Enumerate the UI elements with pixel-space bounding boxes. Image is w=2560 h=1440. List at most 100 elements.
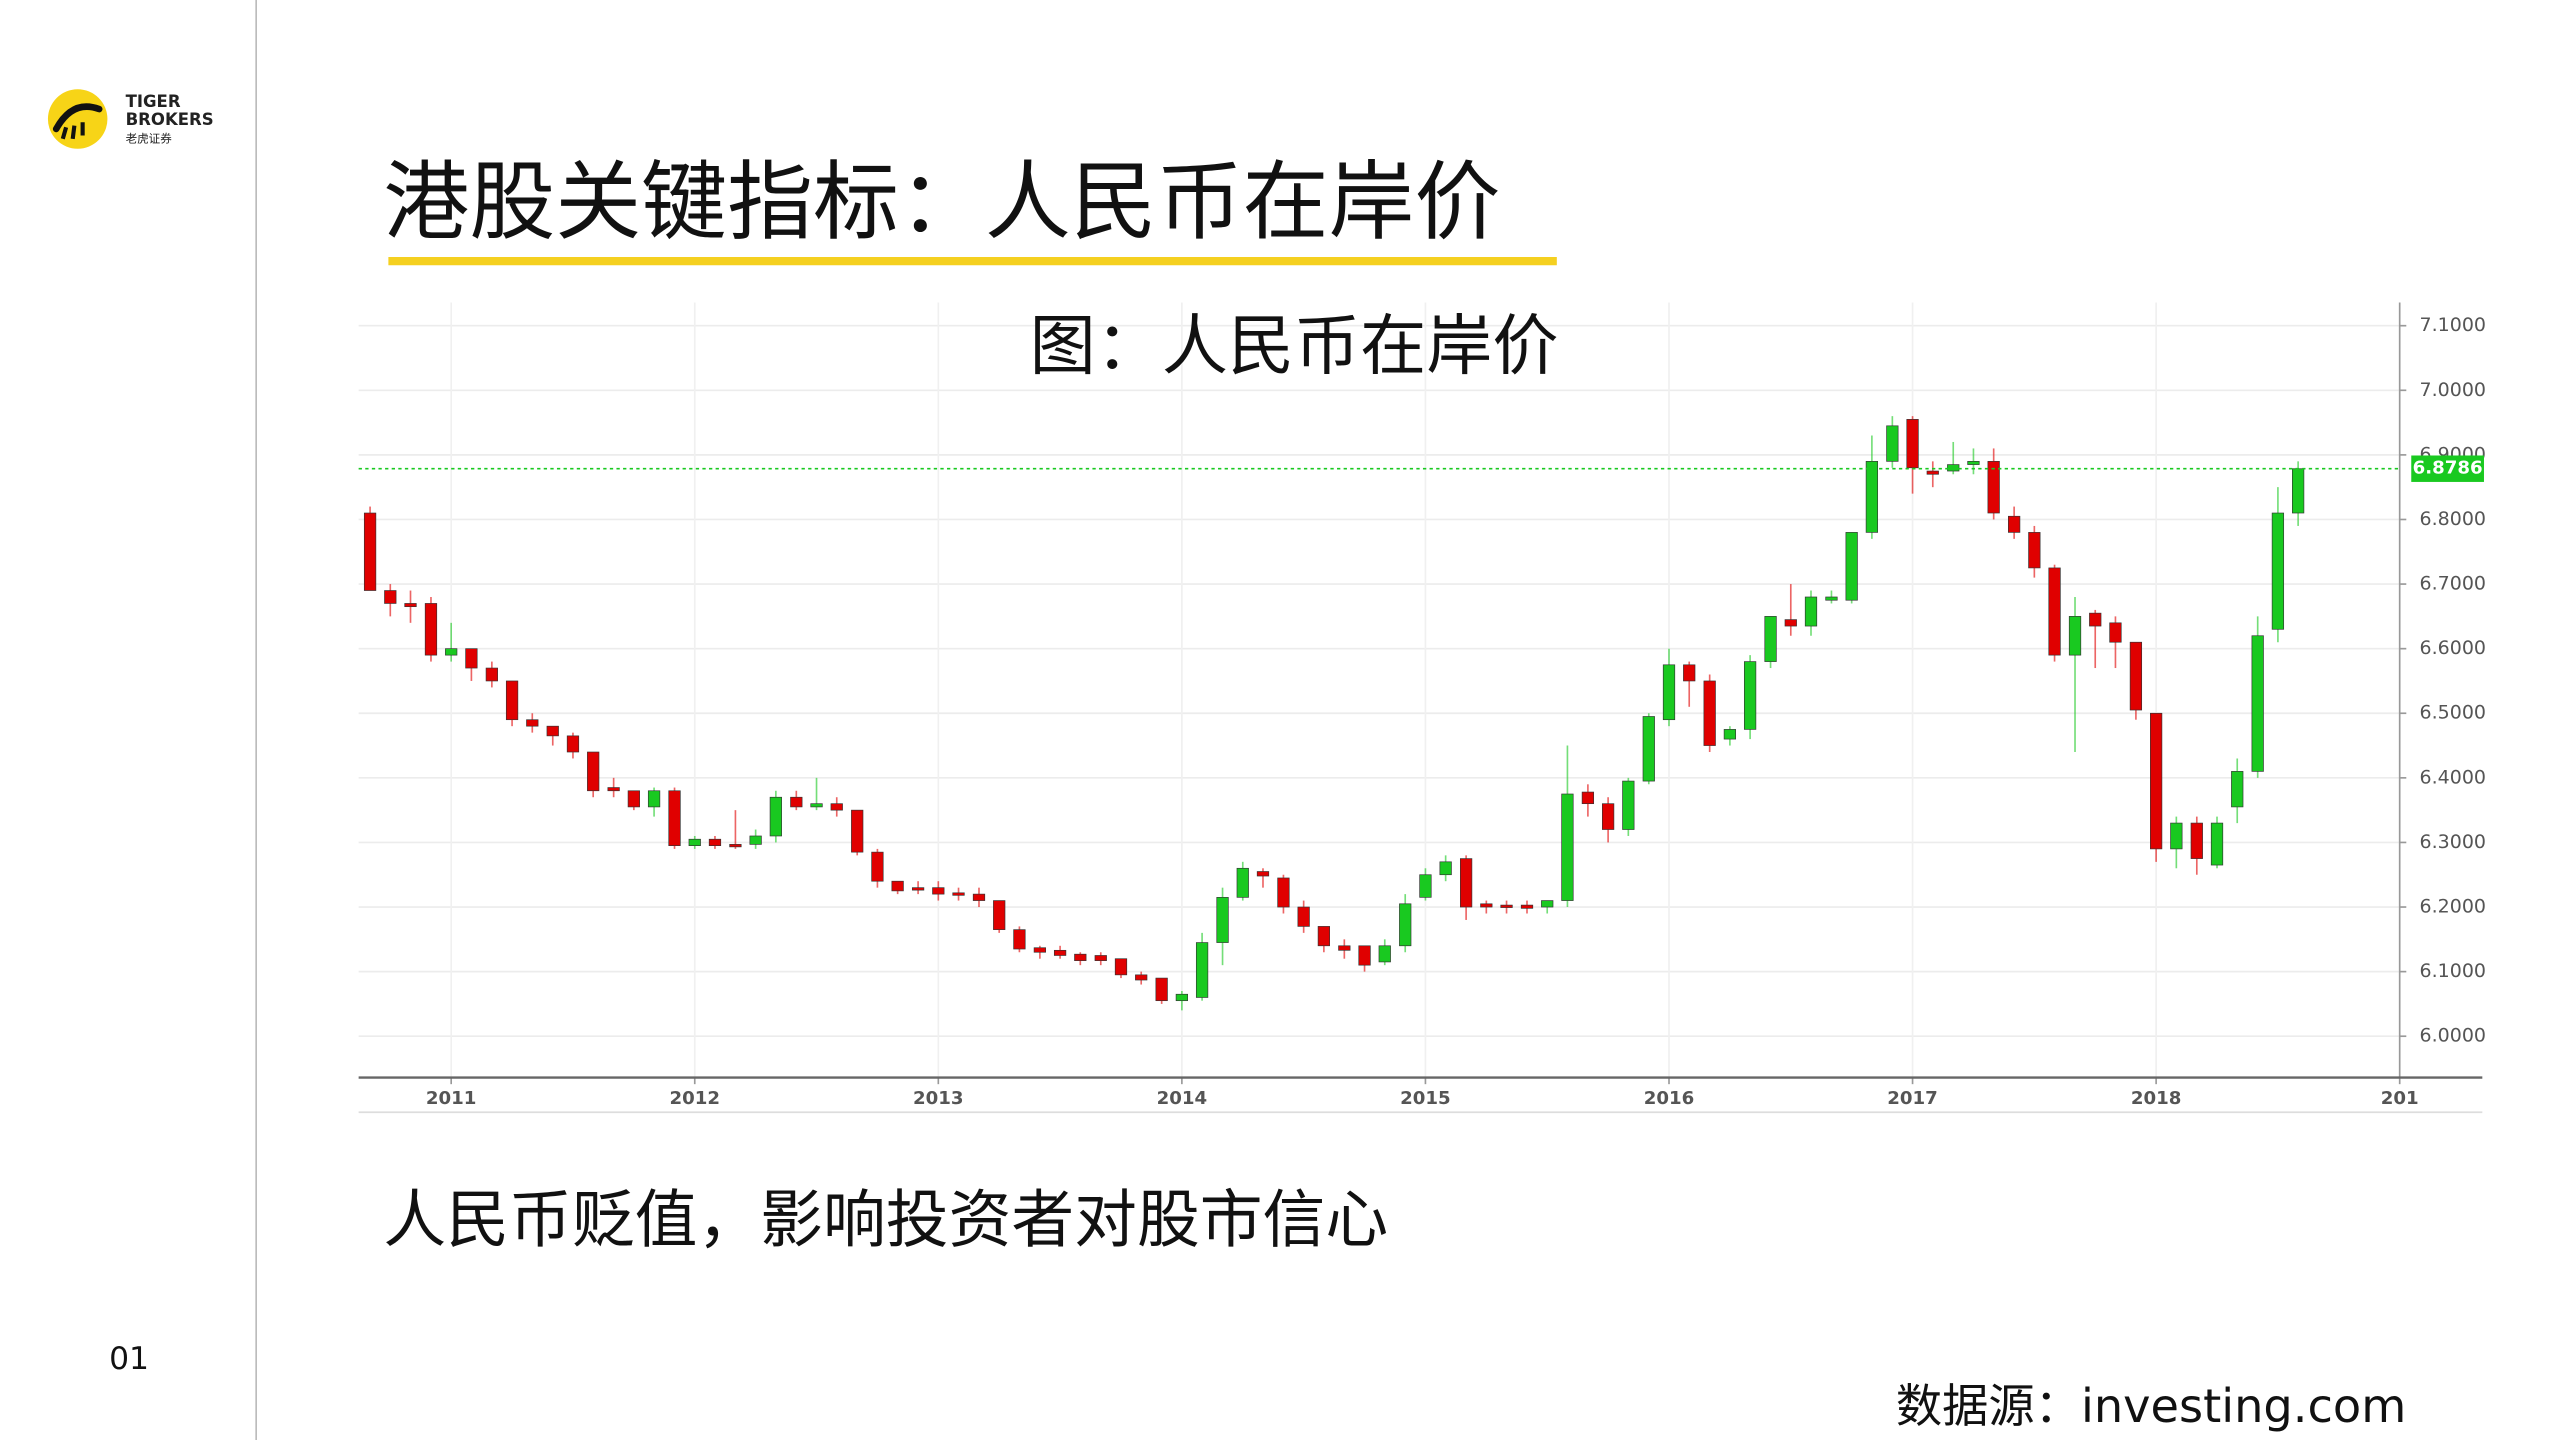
candle-body [1439,861,1452,876]
chart: 6.0000 6.1000 6.2000 6.3000 6.4000 6.5000 6.60… [358,302,2486,1114]
candle-body [404,603,417,608]
candle-body [2068,616,2082,656]
candle-body [932,887,945,895]
candle-body [2048,567,2061,656]
last-value-box [2411,455,2484,482]
candle-body [668,790,681,847]
y-tick-label: 6.2000 [2420,896,2486,918]
candle-body [566,735,580,753]
logo-text: BROKERS [126,110,214,129]
logo-icon [47,89,108,149]
candle-body [1906,419,1919,469]
candle-body [607,787,620,792]
candle-body [1216,897,1229,943]
candle-body [769,796,782,837]
candle-body [2190,822,2203,859]
candle-body [1784,619,1797,627]
candle-body [1642,716,1655,782]
candle-body [2231,771,2244,808]
candle-body [1865,461,1879,533]
candle-body [749,835,762,845]
candle-body [1926,470,1939,475]
candle-body [1419,874,1432,898]
candle-body [952,892,965,896]
candle-body [1825,596,1838,601]
y-tick-label: 6.7000 [2420,573,2486,595]
candle-body [546,725,559,737]
candle-body [2109,622,2122,643]
x-tick-label: 2017 [1887,1088,1938,1109]
candle-body [1804,596,1818,627]
candle-body [1581,791,1595,805]
candle-body [1317,926,1330,947]
candle-body [1500,904,1513,908]
logo-stripe [52,103,103,133]
candle-body [1561,793,1574,901]
candle-body [1683,664,1696,682]
candle-body [2150,712,2163,850]
candle-body [2129,641,2143,711]
x-tick-label: 2014 [1157,1088,1208,1109]
last-value-label: 6.8786 [2413,458,2483,479]
candle-body [851,809,864,853]
candle-body [587,751,600,792]
candle-body [1378,945,1391,963]
candle-body [1967,461,1980,465]
candle-body [2008,515,2021,533]
y-tick-label: 6.6000 [2420,637,2486,659]
candle-body [1338,945,1351,951]
candle-body [1195,942,1209,998]
logo-text: 老虎证券 [126,131,173,145]
candle-body [871,851,884,882]
candle-body [830,803,843,811]
candle-body [1987,461,2000,514]
candle-body [1743,661,1757,730]
candle-body [1277,877,1290,908]
candle-body [647,790,661,808]
y-tick-label: 7.0000 [2420,379,2486,401]
candle-body [1053,949,1067,956]
candle-body [2271,512,2285,630]
candle-body [1459,858,1473,908]
candle-body [505,680,519,721]
candle-body [1256,871,1270,877]
candle-body [2028,532,2041,569]
candle-body [1662,664,1676,721]
x-tick-label: 2013 [913,1088,964,1109]
y-tick-label: 6.8000 [2420,508,2486,530]
candle-body [1622,780,1635,830]
candle-body [2210,822,2224,866]
candle-body [911,887,925,891]
chart-title: 图：人民币在岸价 [1030,307,1559,384]
candle-body [1358,945,1371,966]
candle-body [1114,958,1128,976]
x-tick-label: 2012 [669,1088,720,1109]
logo-text: TIGER [126,92,181,111]
candle-body [1236,867,1249,898]
x-tick-label: 201 [2381,1088,2419,1109]
candle-body [2089,612,2102,627]
candle-body [688,838,701,847]
candle-body [1480,903,1493,908]
candle-body [363,512,377,591]
candle-body [972,893,986,901]
candle-body [1094,955,1107,961]
x-tick-label: 2018 [2131,1088,2182,1109]
candle-body [384,590,397,604]
candle-body [2251,635,2264,772]
x-tick-label: 2015 [1400,1088,1451,1109]
candle-body [1520,904,1534,909]
y-tick-label: 6.3000 [2420,831,2486,853]
candle-body [1013,929,1026,950]
candle-body [1074,953,1087,961]
candle-body [1135,974,1148,981]
candle-body [810,803,823,808]
candle-body [1399,903,1412,947]
candle-body [1601,803,1615,830]
candle-body [1297,906,1310,927]
candle-body [1947,464,1960,472]
logo: TIGER BROKERS 老虎证券 [47,89,214,149]
candle-body [993,900,1006,930]
